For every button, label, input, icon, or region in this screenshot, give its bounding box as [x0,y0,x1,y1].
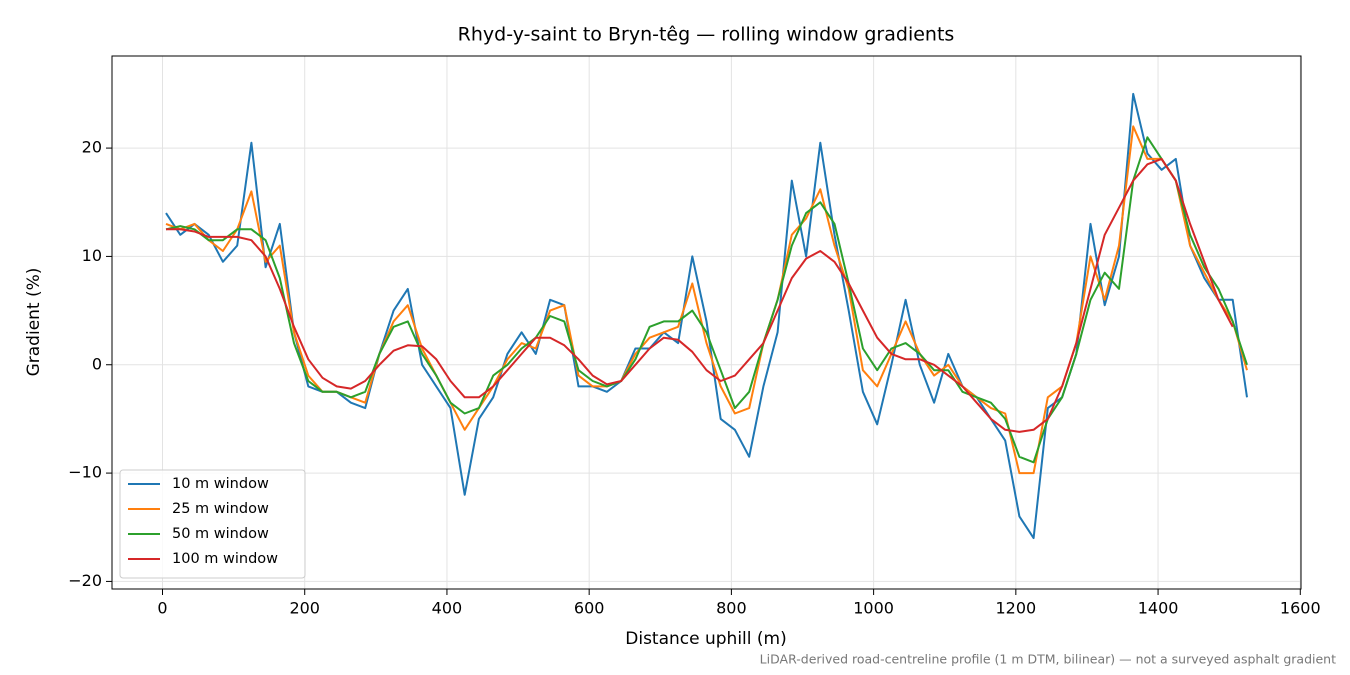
x-tick-label: 200 [289,599,320,618]
x-tick-label: 600 [574,599,605,618]
y-tick-label: −10 [68,463,102,482]
legend-label: 25 m window [172,501,269,517]
legend-label: 10 m window [172,476,269,492]
x-tick-label: 1200 [995,599,1036,618]
y-tick-label: 0 [92,354,102,373]
x-tick-label: 1600 [1280,599,1321,618]
x-tick-label: 400 [432,599,463,618]
x-tick-label: 0 [157,599,167,618]
x-axis-label: Distance uphill (m) [625,629,786,649]
legend-label: 50 m window [172,526,269,542]
x-tick-label: 1400 [1138,599,1179,618]
legend-label: 100 m window [172,551,278,567]
y-axis-label: Gradient (%) [24,268,44,377]
x-tick-label: 1000 [853,599,894,618]
y-tick-label: 20 [82,138,102,157]
footnote: LiDAR-derived road-centreline profile (1… [760,652,1336,667]
legend-box [119,469,306,579]
y-tick-label: 10 [82,246,102,265]
plot-frame [111,55,1302,590]
series-line [165,136,1248,464]
series-line [166,157,1234,433]
y-tick-label: −20 [68,571,102,590]
x-tick-label: 800 [716,599,747,618]
chart-title: Rhyd-y-saint to Bryn-têg — rolling windo… [458,24,955,46]
